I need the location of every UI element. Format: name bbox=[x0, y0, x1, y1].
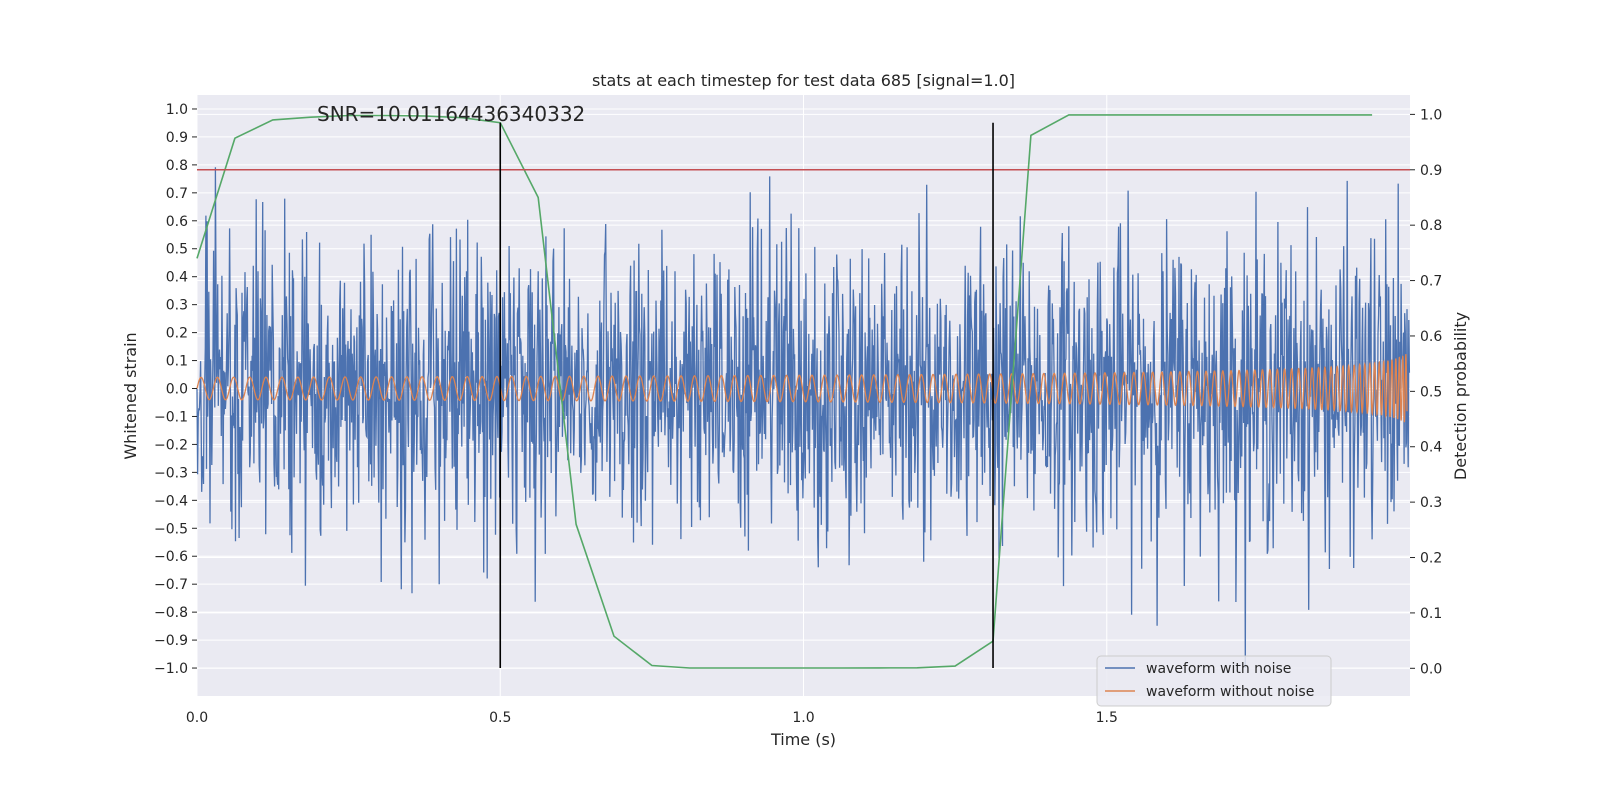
y-left-tick-label: −0.1 bbox=[154, 409, 188, 425]
y-axis-label-left: Whitened strain bbox=[121, 332, 140, 459]
y-left-tick-label: 1.0 bbox=[166, 102, 188, 118]
y-left-tick-label: 0.4 bbox=[166, 270, 188, 286]
legend-label-noisy: waveform with noise bbox=[1146, 661, 1291, 677]
y-right-tick-label: 0.6 bbox=[1420, 329, 1442, 345]
y-right-tick-label: 0.3 bbox=[1420, 495, 1442, 511]
y-right-tick-label: 0.1 bbox=[1420, 606, 1442, 622]
legend: waveform with noise waveform without noi… bbox=[1096, 655, 1332, 707]
y-left-tick-label: 0.0 bbox=[166, 382, 188, 398]
y-axis-label-right: Detection probability bbox=[1451, 312, 1470, 480]
x-tick-label: 1.5 bbox=[1096, 710, 1118, 726]
y-left-tick-label: −1.0 bbox=[154, 661, 188, 677]
y-right-tick-label: 0.8 bbox=[1420, 218, 1442, 234]
y-left-tick-label: 0.5 bbox=[166, 242, 188, 258]
y-left-tick-label: 0.6 bbox=[166, 214, 188, 230]
x-tick-label: 0.0 bbox=[186, 710, 208, 726]
y-left-tick-label: −0.6 bbox=[154, 549, 188, 565]
y-left-tick-label: −0.2 bbox=[154, 437, 188, 453]
y-right-tick-label: 0.0 bbox=[1420, 661, 1442, 677]
snr-annotation: SNR=10.01164436340332 bbox=[317, 102, 585, 126]
x-tick-label: 0.5 bbox=[489, 710, 511, 726]
y-left-tick-label: −0.4 bbox=[154, 493, 188, 509]
x-axis-label: Time (s) bbox=[770, 730, 836, 749]
y-right-tick-label: 1.0 bbox=[1420, 107, 1442, 123]
detection-probability-line bbox=[196, 114, 1373, 669]
legend-box bbox=[1096, 655, 1332, 707]
y-right-tick-label: 0.9 bbox=[1420, 163, 1442, 179]
legend-label-clean: waveform without noise bbox=[1146, 684, 1314, 700]
clean-waveform-layer bbox=[196, 353, 1408, 423]
x-tick-label: 1.0 bbox=[792, 710, 814, 726]
waveform-with-noise-line bbox=[196, 167, 1411, 669]
y-right-tick-label: 0.4 bbox=[1420, 440, 1442, 456]
y-left-tick-label: −0.5 bbox=[154, 521, 188, 537]
reference-lines bbox=[197, 122, 1410, 669]
detection-probability-layer bbox=[196, 114, 1373, 669]
tick-labels: 0.0 0.5 1.0 1.5 1.0 0.9 0.8 0.7 0.6 0.5 0.4 0.3 0.2 0… bbox=[154, 102, 1442, 726]
y-left-tick-label: 0.7 bbox=[166, 186, 188, 202]
y-left-tick-label: 0.1 bbox=[166, 354, 188, 370]
y-left-tick-label: −0.8 bbox=[154, 605, 188, 621]
y-left-tick-label: 0.2 bbox=[166, 326, 188, 342]
y-left-tick-label: −0.7 bbox=[154, 577, 188, 593]
y-right-tick-label: 0.2 bbox=[1420, 551, 1442, 567]
y-right-tick-label: 0.5 bbox=[1420, 384, 1442, 400]
chart-title: stats at each timestep for test data 685… bbox=[592, 71, 1015, 90]
y-left-tick-label: 0.9 bbox=[166, 130, 188, 146]
y-left-tick-label: −0.3 bbox=[154, 465, 188, 481]
y-left-tick-label: −0.9 bbox=[154, 633, 188, 649]
waveform-without-noise-line bbox=[196, 353, 1408, 423]
y-left-tick-label: 0.3 bbox=[166, 298, 188, 314]
y-left-tick-label: 0.8 bbox=[166, 158, 188, 174]
noise-waveform-layer bbox=[196, 167, 1411, 669]
y-right-tick-label: 0.7 bbox=[1420, 274, 1442, 290]
